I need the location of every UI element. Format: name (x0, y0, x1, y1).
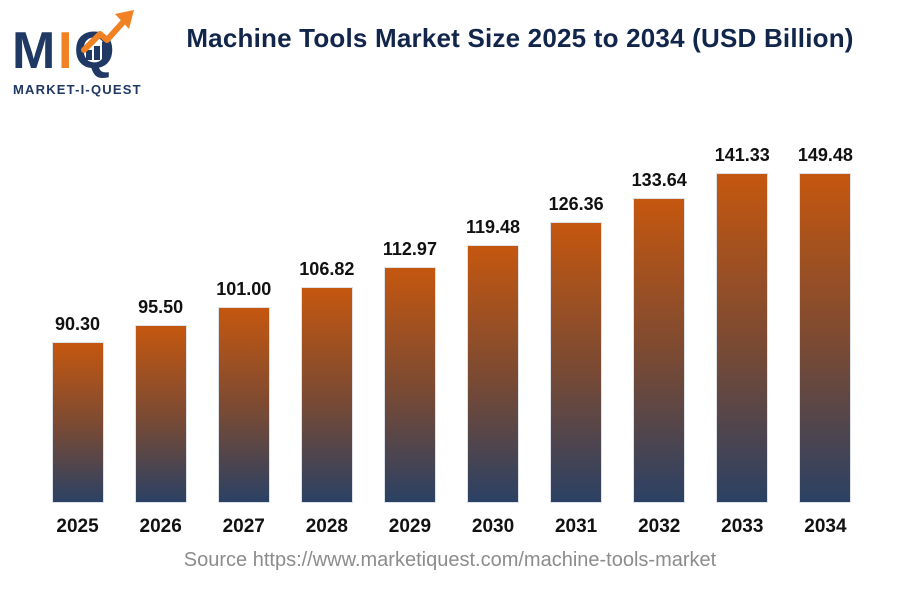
bar-2032 (633, 197, 686, 503)
x-axis: 2025 2026 2027 2028 2029 2030 2031 2032 2033 2034 (36, 516, 867, 538)
bar-slot: 119.48 (451, 145, 534, 503)
bar-slot: 101.00 (202, 145, 285, 503)
bar-value-label: 133.64 (631, 169, 687, 190)
bar-2034 (799, 173, 852, 503)
chart-title: Machine Tools Market Size 2025 to 2034 (… (186, 23, 854, 53)
bar-value-label: 141.33 (714, 145, 770, 165)
bar-value-label: 90.30 (55, 314, 101, 335)
bar-slot: 149.48 (784, 145, 867, 503)
x-tick-label: 2031 (554, 516, 598, 537)
bar-value-label: 149.48 (797, 145, 853, 165)
bar-slot: 106.82 (285, 145, 368, 503)
x-tick-label: 2032 (638, 516, 681, 537)
bar-2028 (300, 287, 353, 503)
source-citation: Source https://www.marketiquest.com/mach… (183, 549, 717, 571)
x-tick-label: 2025 (56, 516, 99, 537)
bar-value-label: 126.36 (548, 194, 604, 215)
bar-2026 (134, 324, 187, 503)
bar-value-label: 101.00 (216, 278, 272, 299)
bar-2027 (217, 306, 270, 503)
x-tick-label: 2030 (471, 516, 515, 537)
logo-arrow-head (115, 10, 134, 29)
bar-slot: 112.97 (368, 145, 451, 503)
bar-2025 (51, 342, 104, 503)
bar-value-label: 119.48 (465, 217, 521, 237)
bar-2033 (716, 173, 769, 503)
miq-logo: M I Q MARKET-I-QUEST (12, 10, 142, 97)
bar-slot: 126.36 (535, 145, 618, 503)
x-tick-label: 2029 (388, 516, 432, 537)
bar-2031 (550, 222, 603, 503)
plot-area: 90.30 95.50 101.00 106.82 112.97 119.48 126.36… (36, 145, 867, 503)
bar-slot: 133.64 (618, 145, 701, 503)
bar-value-label: 112.97 (382, 238, 437, 259)
bar-value-label: 95.50 (138, 296, 184, 317)
bar-2029 (383, 266, 436, 503)
bar-value-label: 106.82 (299, 259, 355, 280)
x-tick-label: 2033 (721, 516, 764, 537)
x-tick-label: 2026 (139, 516, 182, 537)
logo-chart-bars-icon (86, 42, 108, 60)
bar-slot: 90.30 (36, 145, 119, 503)
logo-letter-i: I (58, 22, 72, 80)
x-tick-label: 2028 (305, 516, 348, 537)
bar-slot: 141.33 (701, 145, 784, 503)
bar-slot: 95.50 (119, 145, 202, 503)
bar-2030 (467, 245, 520, 503)
x-tick-label: 2034 (804, 516, 847, 537)
logo-growth-arrow-icon (81, 17, 128, 53)
logo-tagline: MARKET-I-QUEST (13, 82, 142, 97)
x-tick-label: 2027 (222, 516, 265, 537)
logo-letter-m: M (12, 22, 55, 80)
